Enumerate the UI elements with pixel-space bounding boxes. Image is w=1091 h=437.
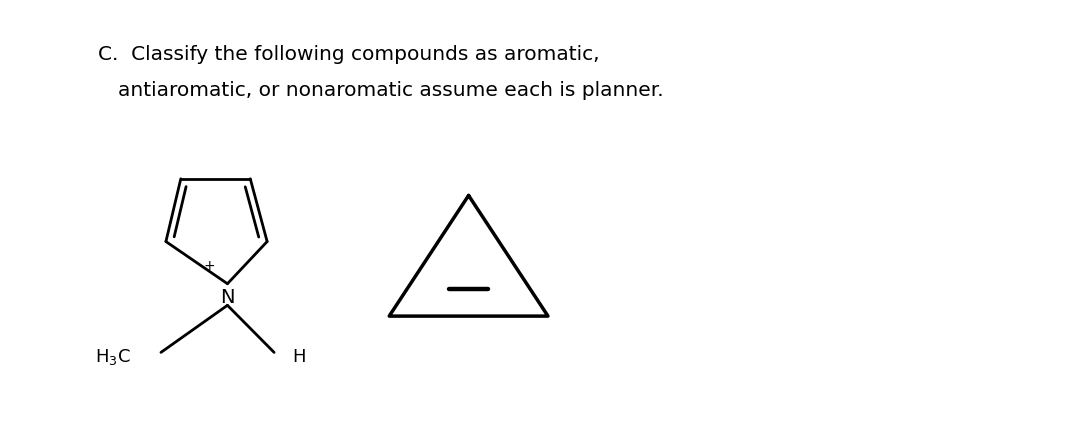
Text: C.  Classify the following compounds as aromatic,: C. Classify the following compounds as a… bbox=[98, 45, 600, 64]
Text: N: N bbox=[220, 288, 235, 307]
Text: +: + bbox=[204, 259, 215, 273]
Text: H$_3$C: H$_3$C bbox=[95, 347, 131, 368]
Text: H: H bbox=[292, 348, 305, 366]
Text: antiaromatic, or nonaromatic assume each is planner.: antiaromatic, or nonaromatic assume each… bbox=[118, 81, 664, 100]
